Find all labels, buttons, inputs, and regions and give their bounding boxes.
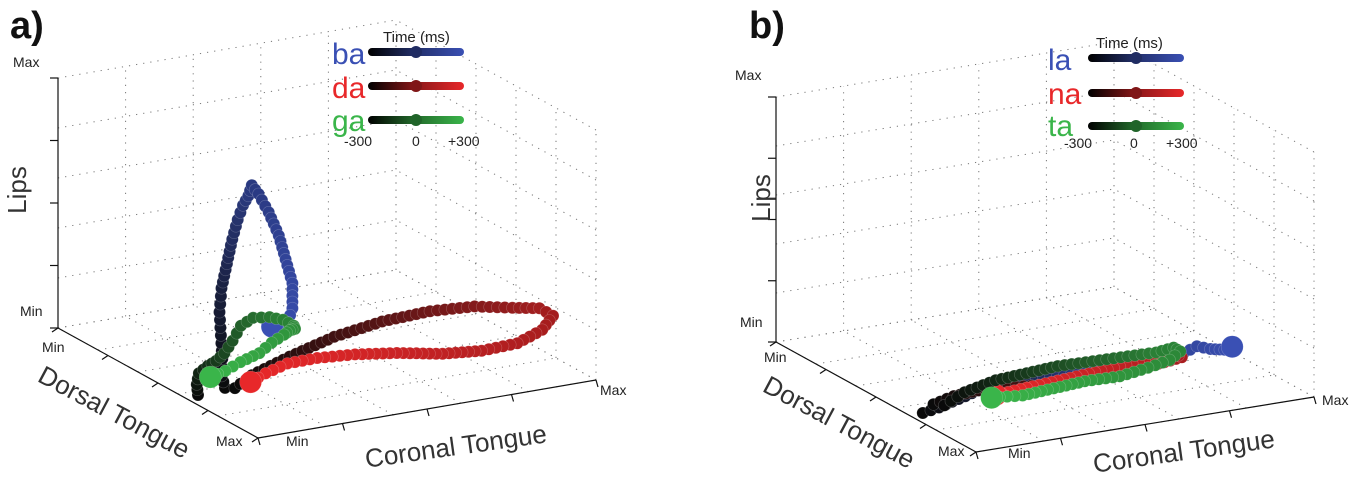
panel-a-xtick-min: Min bbox=[286, 433, 309, 449]
x-tick bbox=[510, 394, 515, 402]
y-tick bbox=[769, 341, 777, 347]
panel-b-data bbox=[916, 335, 1244, 420]
y-tick bbox=[869, 396, 877, 402]
panel-a-legend-ba: ba bbox=[332, 38, 366, 71]
x-tick bbox=[341, 423, 346, 431]
panel-a-legend-tick-pos: +300 bbox=[448, 133, 480, 149]
panel-b: b) Lips Max Min Min Max Min Max Dorsal T… bbox=[735, 5, 1348, 479]
panel-b-ytick-min: Min bbox=[764, 349, 787, 365]
legend-marker-la bbox=[1130, 52, 1142, 64]
point-da bbox=[239, 370, 262, 394]
point-ta bbox=[980, 386, 1003, 410]
x-tick bbox=[1313, 396, 1317, 405]
y-tick bbox=[969, 451, 977, 457]
gridline bbox=[395, 269, 597, 381]
panel-a-legend-da: da bbox=[332, 72, 366, 105]
gridline bbox=[328, 281, 529, 393]
panel-b-xaxis-title: Coronal Tongue bbox=[1091, 423, 1277, 478]
x-tick bbox=[975, 451, 979, 460]
y-tick bbox=[819, 369, 827, 374]
x-tick bbox=[426, 408, 430, 417]
gridline bbox=[1113, 237, 1315, 349]
panel-a-axes bbox=[50, 77, 599, 446]
point-la bbox=[1220, 335, 1244, 359]
legend-marker-ga bbox=[410, 114, 422, 126]
panel-b-xtick-min: Min bbox=[1008, 445, 1031, 461]
x-tick bbox=[595, 379, 599, 388]
panel-a-label: a) bbox=[10, 5, 44, 47]
gridline bbox=[775, 237, 1115, 294]
series-ta bbox=[937, 341, 1187, 412]
gridline bbox=[1113, 139, 1315, 251]
panel-a-ytick-min: Min bbox=[42, 339, 65, 355]
panel-a-legend-tick-neg: -300 bbox=[344, 133, 372, 149]
gridline bbox=[775, 286, 1115, 343]
gridline bbox=[1113, 90, 1315, 202]
panel-a-xaxis-title: Coronal Tongue bbox=[363, 418, 549, 473]
y-tick bbox=[101, 355, 109, 360]
point-ga bbox=[199, 365, 222, 389]
panel-b-legend: Time (ms) la na ta -300 0 +300 bbox=[1048, 35, 1198, 151]
panel-b-ztick-min: Min bbox=[740, 314, 763, 330]
panel-a-yaxis-title: Dorsal Tongue bbox=[33, 360, 195, 465]
x-tick bbox=[1144, 424, 1148, 432]
panel-b-legend-na: na bbox=[1048, 78, 1082, 111]
panel-b-legend-tick-neg: -300 bbox=[1064, 135, 1092, 151]
panel-a-xtick-max: Max bbox=[600, 382, 626, 398]
panel-a-data bbox=[190, 178, 560, 402]
panel-a-legend-title: Time (ms) bbox=[383, 29, 450, 46]
gridline bbox=[775, 188, 1115, 245]
x-tick bbox=[1059, 438, 1064, 446]
gridline bbox=[1113, 188, 1315, 300]
panel-b-legend-ta: ta bbox=[1048, 110, 1073, 143]
panel-b-xtick-max: Max bbox=[1322, 392, 1348, 408]
panel-a-legend-ga: ga bbox=[332, 105, 366, 138]
panel-b-label: b) bbox=[749, 5, 785, 47]
x-tick bbox=[257, 437, 261, 446]
panel-b-legend-title: Time (ms) bbox=[1096, 35, 1163, 52]
panel-a: a) Lips Max Min Min Max Min Max Dorsal T… bbox=[2, 5, 626, 474]
panel-b-ztick-max: Max bbox=[735, 67, 761, 83]
y-tick bbox=[251, 437, 259, 443]
legend-marker-ba bbox=[410, 46, 422, 58]
legend-marker-da bbox=[410, 80, 422, 92]
panel-b-legend-tick-zero: 0 bbox=[1130, 135, 1138, 151]
panel-a-grid bbox=[57, 19, 597, 439]
gridline bbox=[1113, 286, 1315, 398]
y-tick bbox=[201, 410, 209, 415]
gridline bbox=[1113, 286, 1315, 398]
panel-b-yaxis-title: Dorsal Tongue bbox=[758, 370, 920, 475]
legend-marker-na bbox=[1130, 87, 1142, 99]
series-ga bbox=[190, 310, 302, 402]
panel-b-legend-la: la bbox=[1048, 44, 1072, 77]
legend-marker-ta bbox=[1130, 120, 1142, 132]
panel-b-legend-tick-pos: +300 bbox=[1166, 135, 1198, 151]
panel-a-legend-tick-zero: 0 bbox=[412, 133, 420, 149]
panel-a-ztick-max: Max bbox=[13, 54, 39, 70]
gridline bbox=[395, 119, 597, 231]
panel-b-zaxis-title: Lips bbox=[746, 174, 776, 222]
y-tick bbox=[151, 382, 159, 388]
y-tick bbox=[51, 327, 59, 333]
panel-b-ytick-max: Max bbox=[938, 443, 964, 459]
gridline bbox=[395, 269, 597, 381]
panel-a-zaxis-title: Lips bbox=[2, 166, 32, 214]
panel-a-ytick-max: Max bbox=[216, 433, 242, 449]
panel-a-legend: Time (ms) ba da ga -300 0 +300 bbox=[332, 29, 480, 149]
gridline bbox=[57, 169, 397, 229]
panel-b-axes bbox=[768, 96, 1317, 460]
x-tick bbox=[1228, 410, 1233, 418]
gridline bbox=[395, 169, 597, 281]
panel-a-ztick-min: Min bbox=[20, 303, 43, 319]
series-da bbox=[228, 300, 560, 395]
y-tick bbox=[919, 424, 927, 429]
